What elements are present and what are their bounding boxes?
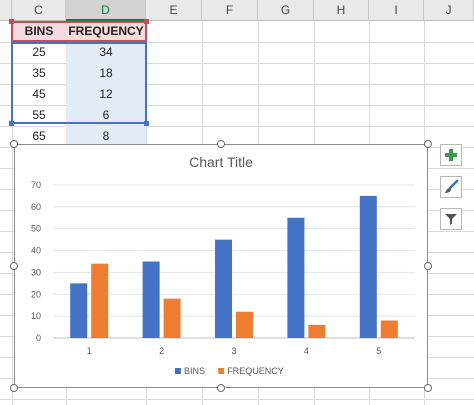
bar-frequency[interactable]	[308, 324, 326, 338]
range-handle[interactable]	[144, 121, 149, 126]
column-header-d[interactable]: D	[66, 0, 146, 21]
chart-elements-button[interactable]	[440, 144, 462, 166]
series-name-range	[11, 21, 147, 42]
chart-styles-button[interactable]	[440, 176, 462, 198]
y-tick-label: 30	[31, 267, 41, 277]
table-cell-bins[interactable]: 45	[32, 87, 46, 101]
y-tick-label: 40	[31, 246, 41, 256]
legend-swatch-bins	[175, 368, 181, 374]
resize-handle-right[interactable]	[424, 262, 432, 270]
x-tick-label: 4	[304, 346, 309, 356]
brush-icon	[445, 179, 459, 193]
grid-line	[0, 126, 474, 127]
table-cell-bins[interactable]: 55	[32, 108, 46, 122]
column-header-e[interactable]: E	[146, 0, 202, 21]
chart-title[interactable]: Chart Title	[189, 154, 253, 170]
y-tick-label: 60	[31, 202, 41, 212]
y-tick-label: 50	[31, 224, 41, 234]
table-cell-frequency[interactable]: 18	[66, 63, 146, 84]
bar-bins[interactable]	[70, 283, 88, 338]
bar-frequency[interactable]	[163, 298, 181, 338]
grid-line	[0, 105, 474, 106]
chart-area[interactable]: Chart Title 0 10 20 30 40 50 60 70 1 2 3 4 5 BINS FR…	[14, 144, 428, 388]
plus-icon	[445, 149, 457, 161]
bar-bins[interactable]	[142, 261, 160, 339]
x-tick-label: 2	[159, 346, 164, 356]
filter-icon	[445, 214, 457, 225]
table-cell-frequency[interactable]: 12	[66, 84, 146, 105]
x-tick-label: 3	[231, 346, 236, 356]
bar-bins[interactable]	[287, 217, 305, 338]
bar-frequency[interactable]	[91, 263, 109, 338]
range-handle[interactable]	[144, 19, 149, 24]
y-tick-label: 70	[31, 180, 41, 190]
column-header-j[interactable]: J	[424, 0, 474, 21]
table-cell-frequency[interactable]: 6	[66, 105, 146, 126]
resize-handle-top-right[interactable]	[424, 140, 432, 148]
table-cell-frequency[interactable]: 34	[66, 42, 146, 63]
table-cell-bins[interactable]: 25	[32, 45, 46, 59]
table-cell-bins[interactable]: 65	[32, 129, 46, 143]
legend-swatch-frequency	[218, 368, 225, 374]
grid-line	[12, 21, 13, 405]
grid-line	[0, 63, 474, 64]
resize-handle-bottom[interactable]	[217, 384, 225, 392]
column-header-i[interactable]: I	[369, 0, 424, 21]
bar-bins[interactable]	[359, 195, 377, 338]
legend-label-frequency[interactable]: FREQUENCY	[227, 366, 284, 376]
x-tick-label: 5	[376, 346, 381, 356]
table-header-frequency[interactable]: FREQUENCY	[66, 21, 146, 42]
bar-frequency[interactable]	[380, 320, 398, 338]
resize-handle-left[interactable]	[10, 262, 18, 270]
range-handle[interactable]	[9, 19, 14, 24]
grid-line	[0, 84, 474, 85]
column-header-c[interactable]: C	[12, 0, 66, 21]
column-header-h[interactable]: H	[314, 0, 369, 21]
y-tick-label: 10	[31, 311, 41, 321]
select-all-corner[interactable]	[0, 0, 12, 21]
bar-bins[interactable]	[215, 239, 232, 338]
column-header-f[interactable]: F	[202, 0, 258, 21]
range-handle[interactable]	[9, 121, 14, 126]
grid-line	[0, 399, 474, 400]
chart-svg: Chart Title 0 10 20 30 40 50 60 70 1 2 3 4 5 BINS FR…	[31, 154, 415, 376]
values-range	[11, 42, 147, 124]
resize-handle-top-left[interactable]	[10, 140, 18, 148]
y-tick-label: 20	[31, 289, 41, 299]
grid-line	[0, 42, 474, 43]
resize-handle-top[interactable]	[217, 140, 225, 148]
resize-handle-bottom-right[interactable]	[424, 384, 432, 392]
bar-frequency[interactable]	[236, 311, 253, 338]
resize-handle-bottom-left[interactable]	[10, 384, 18, 392]
column-header-g[interactable]: G	[258, 0, 314, 21]
x-tick-label: 1	[87, 346, 92, 356]
chart-filters-button[interactable]	[440, 208, 462, 230]
legend-label-bins[interactable]: BINS	[184, 366, 205, 376]
table-header-bins[interactable]: BINS	[12, 21, 66, 42]
table-cell-bins[interactable]: 35	[32, 66, 46, 80]
table-cell-frequency[interactable]: 8	[66, 126, 146, 147]
y-tick-label: 0	[36, 333, 41, 343]
